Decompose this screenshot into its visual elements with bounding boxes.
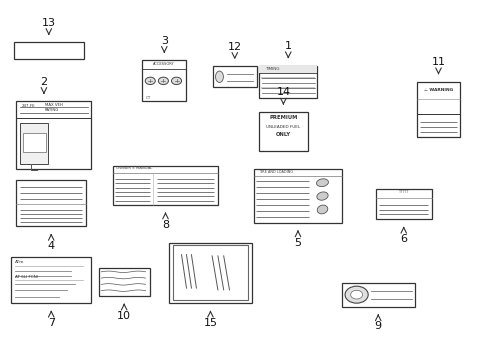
Text: 9: 9 [374, 321, 381, 332]
Text: 10: 10 [117, 311, 131, 321]
Ellipse shape [316, 192, 327, 200]
Text: MAX VEH: MAX VEH [44, 103, 62, 107]
Text: 3: 3 [161, 36, 167, 46]
Bar [259, 66, 317, 98]
Bar [22, 134, 45, 152]
Text: PREMIUM: PREMIUM [269, 115, 297, 120]
Bar [375, 189, 431, 219]
Text: TTTTT: TTTTT [398, 190, 408, 194]
Text: TIRE AND LOADING: TIRE AND LOADING [258, 170, 292, 174]
Text: TIMING: TIMING [264, 67, 279, 71]
Bar [259, 112, 307, 152]
Text: UNLEADED FUEL: UNLEADED FUEL [266, 125, 300, 129]
Text: 11: 11 [430, 57, 445, 67]
Text: 2: 2 [41, 77, 47, 87]
Text: 13: 13 [41, 18, 56, 28]
Bar [254, 169, 341, 223]
Bar [169, 243, 251, 303]
Text: 6: 6 [399, 234, 407, 244]
Text: 8: 8 [162, 220, 169, 230]
Text: 4: 4 [47, 241, 55, 251]
Bar [14, 42, 84, 59]
Text: 247-FE: 247-FE [22, 104, 36, 108]
Bar [113, 166, 217, 205]
Bar [341, 283, 414, 307]
Ellipse shape [215, 71, 223, 82]
Text: 5: 5 [294, 238, 301, 248]
Bar [416, 82, 459, 137]
Text: 12: 12 [227, 42, 242, 52]
Bar [142, 60, 186, 102]
Text: OWNER'S MANUAL: OWNER'S MANUAL [116, 166, 152, 170]
Text: CT: CT [145, 95, 151, 100]
Circle shape [350, 290, 362, 299]
Bar [11, 257, 91, 303]
Text: 14: 14 [276, 87, 290, 98]
Ellipse shape [317, 205, 327, 214]
Text: ATm: ATm [15, 260, 24, 264]
Bar [99, 267, 149, 296]
Circle shape [345, 286, 367, 303]
Bar [173, 246, 247, 300]
Text: RATING: RATING [44, 108, 59, 112]
Text: ⚠ WARNING: ⚠ WARNING [423, 89, 452, 93]
Text: AT 6LI FCNI: AT 6LI FCNI [15, 275, 38, 279]
Text: ACCESSORY: ACCESSORY [153, 62, 175, 66]
Text: 15: 15 [203, 318, 217, 328]
Bar [20, 123, 48, 164]
Text: 1: 1 [284, 41, 291, 51]
Ellipse shape [316, 179, 328, 186]
Circle shape [145, 77, 155, 85]
Text: ONLY: ONLY [275, 132, 290, 138]
Bar [16, 180, 86, 226]
Bar [212, 66, 256, 87]
Circle shape [171, 77, 181, 85]
Circle shape [158, 77, 168, 85]
Bar [16, 102, 91, 169]
Text: 7: 7 [47, 318, 55, 328]
